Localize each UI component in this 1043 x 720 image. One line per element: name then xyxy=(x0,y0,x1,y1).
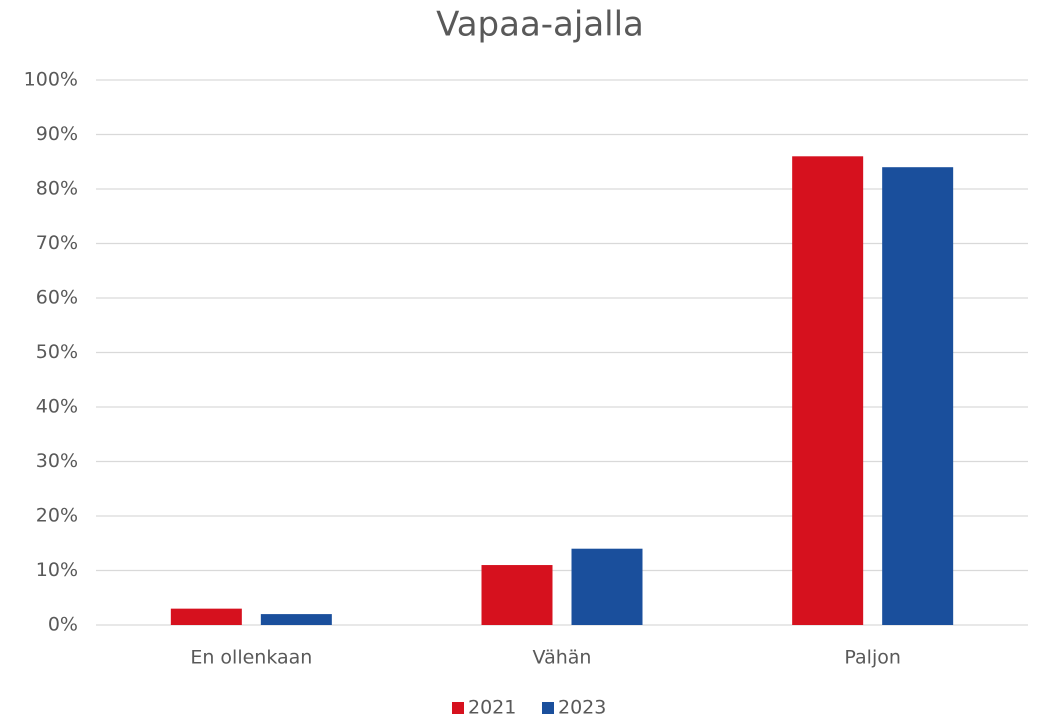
chart-title: Vapaa-ajalla xyxy=(436,5,644,45)
y-tick-label: 10% xyxy=(36,559,78,581)
legend-swatch xyxy=(452,702,464,714)
y-tick-label: 70% xyxy=(36,232,78,254)
x-tick-label: Paljon xyxy=(844,647,900,669)
bar xyxy=(882,167,954,625)
y-tick-label: 30% xyxy=(36,450,78,472)
x-tick-label: Vähän xyxy=(533,647,592,669)
x-tick-label: En ollenkaan xyxy=(190,647,312,669)
y-tick-label: 80% xyxy=(36,178,78,200)
bar xyxy=(571,548,643,625)
legend-swatch xyxy=(542,702,554,714)
legend-label: 2021 xyxy=(468,697,516,719)
y-tick-label: 50% xyxy=(36,341,78,363)
bar xyxy=(481,565,553,625)
y-tick-label: 0% xyxy=(48,614,78,636)
y-tick-label: 60% xyxy=(36,287,78,309)
legend-label: 2023 xyxy=(558,697,606,719)
y-tick-label: 40% xyxy=(36,396,78,418)
y-tick-label: 100% xyxy=(24,69,78,91)
y-tick-label: 90% xyxy=(36,123,78,145)
bar xyxy=(170,608,242,625)
bar xyxy=(792,156,864,626)
bar xyxy=(260,614,332,625)
y-tick-label: 20% xyxy=(36,505,78,527)
